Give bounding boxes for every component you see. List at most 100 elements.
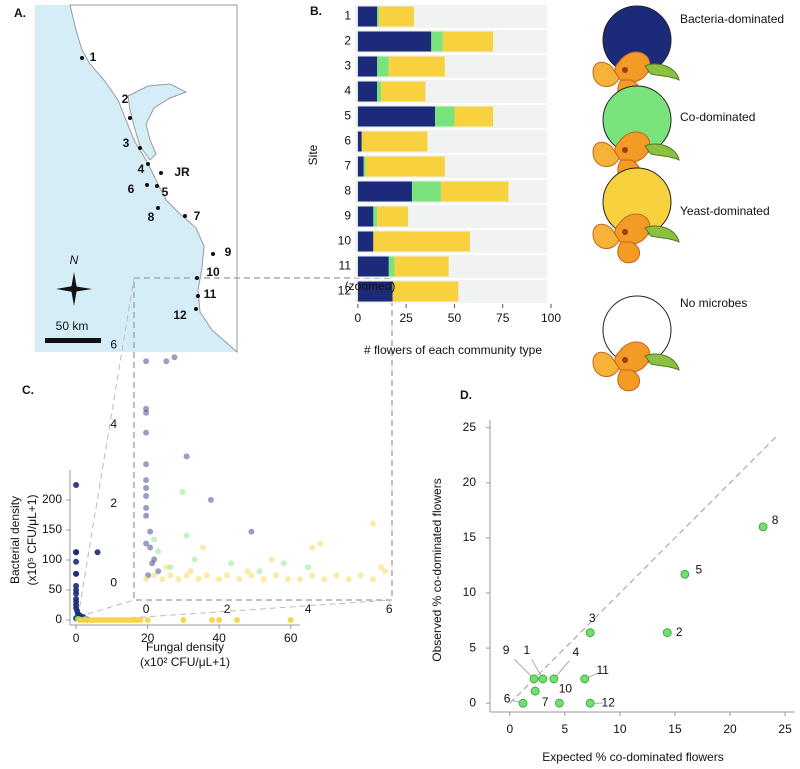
x-tick-label: 0	[143, 602, 150, 616]
point	[143, 576, 150, 583]
point-label: 12	[602, 695, 616, 709]
bar-segment	[435, 106, 455, 127]
y-tick-label: 0	[55, 612, 62, 626]
identity-line	[509, 436, 777, 704]
point	[183, 572, 190, 579]
bar-segment	[394, 256, 449, 277]
point	[305, 564, 312, 571]
legend-label: Yeast-dominated	[680, 204, 770, 218]
point	[538, 674, 548, 684]
bar-segment	[392, 281, 459, 302]
bar-segment	[379, 6, 414, 27]
compass	[56, 272, 92, 306]
y-tick-label: 200	[42, 492, 62, 506]
x-tick-label: 60	[284, 631, 298, 645]
zoom-note: (zoomed)	[345, 279, 396, 293]
site-dot	[146, 162, 150, 166]
point	[284, 576, 291, 583]
bar-segment	[440, 181, 509, 202]
point	[94, 549, 101, 556]
point	[195, 576, 202, 583]
point	[680, 569, 690, 579]
point	[147, 544, 154, 551]
site-dot	[128, 116, 132, 120]
point	[187, 568, 194, 575]
site-label: 5	[162, 185, 169, 199]
y-tick-label: 9	[344, 209, 351, 223]
point	[163, 564, 170, 571]
y-tick-label: 6	[344, 134, 351, 148]
point	[143, 492, 150, 499]
site-label: 12	[173, 308, 187, 322]
point	[179, 489, 186, 495]
point	[137, 617, 144, 624]
x-tick-label: 20	[141, 631, 155, 645]
north-label: N	[70, 253, 79, 267]
point-label: 9	[503, 643, 510, 657]
bar-segment	[365, 156, 445, 177]
site-label: 8	[148, 210, 155, 224]
point	[143, 540, 150, 547]
x-tick-label: 4	[305, 602, 312, 616]
y-axis-subtitle: (x10⁵ CFU/μL+1)	[25, 495, 39, 586]
point	[244, 568, 251, 575]
point	[549, 674, 559, 684]
point-label: 8	[772, 513, 779, 527]
point-label: 3	[589, 611, 596, 625]
x-tick-label: 10	[613, 722, 627, 736]
y-tick-label: 4	[110, 417, 117, 431]
scale-bar	[45, 338, 101, 343]
y-tick-label: 20	[463, 475, 477, 489]
point	[73, 582, 80, 589]
point	[369, 520, 376, 527]
bar-segment	[357, 106, 436, 127]
site-label: JR	[174, 165, 190, 179]
bar-segment	[411, 181, 441, 202]
point	[145, 572, 152, 579]
point	[143, 405, 150, 412]
y-tick-label: 2	[344, 34, 351, 48]
point	[73, 590, 80, 597]
bar-segment	[373, 231, 470, 252]
site-label: 1	[90, 50, 97, 64]
point	[167, 564, 174, 571]
point	[183, 532, 190, 539]
point	[159, 576, 166, 583]
point	[297, 576, 304, 583]
bar-segment	[363, 156, 366, 177]
point	[345, 576, 352, 583]
flower-icon	[592, 341, 680, 392]
point-label: 5	[696, 562, 703, 576]
point	[73, 558, 80, 565]
y-tick-label: 150	[42, 522, 62, 536]
y-tick-label: 100	[42, 552, 62, 566]
point	[183, 453, 190, 460]
y-axis-title: Site	[306, 144, 320, 165]
label-leader	[514, 658, 535, 680]
point	[333, 572, 340, 579]
point	[209, 617, 216, 624]
bar-segment	[377, 206, 409, 227]
point	[378, 564, 385, 571]
point	[175, 576, 182, 583]
point	[287, 617, 294, 624]
bar-segment	[357, 6, 378, 27]
site-label: 4	[138, 162, 145, 176]
y-tick-label: 11	[339, 259, 352, 273]
point	[216, 617, 223, 624]
point	[530, 686, 540, 696]
bar-segment	[373, 206, 378, 227]
point	[518, 698, 528, 708]
site-dot	[211, 252, 215, 256]
legend-label: No microbes	[680, 296, 747, 310]
map-panel: A. N 50 km	[14, 4, 238, 354]
site-dot	[159, 171, 163, 175]
x-axis-title: Fungal density	[146, 640, 224, 654]
scale-label: 50 km	[56, 319, 89, 333]
site-dot	[155, 184, 159, 188]
point	[280, 560, 287, 567]
point	[180, 617, 187, 624]
point	[163, 358, 170, 365]
point	[224, 572, 231, 579]
bar-segment	[377, 6, 380, 27]
